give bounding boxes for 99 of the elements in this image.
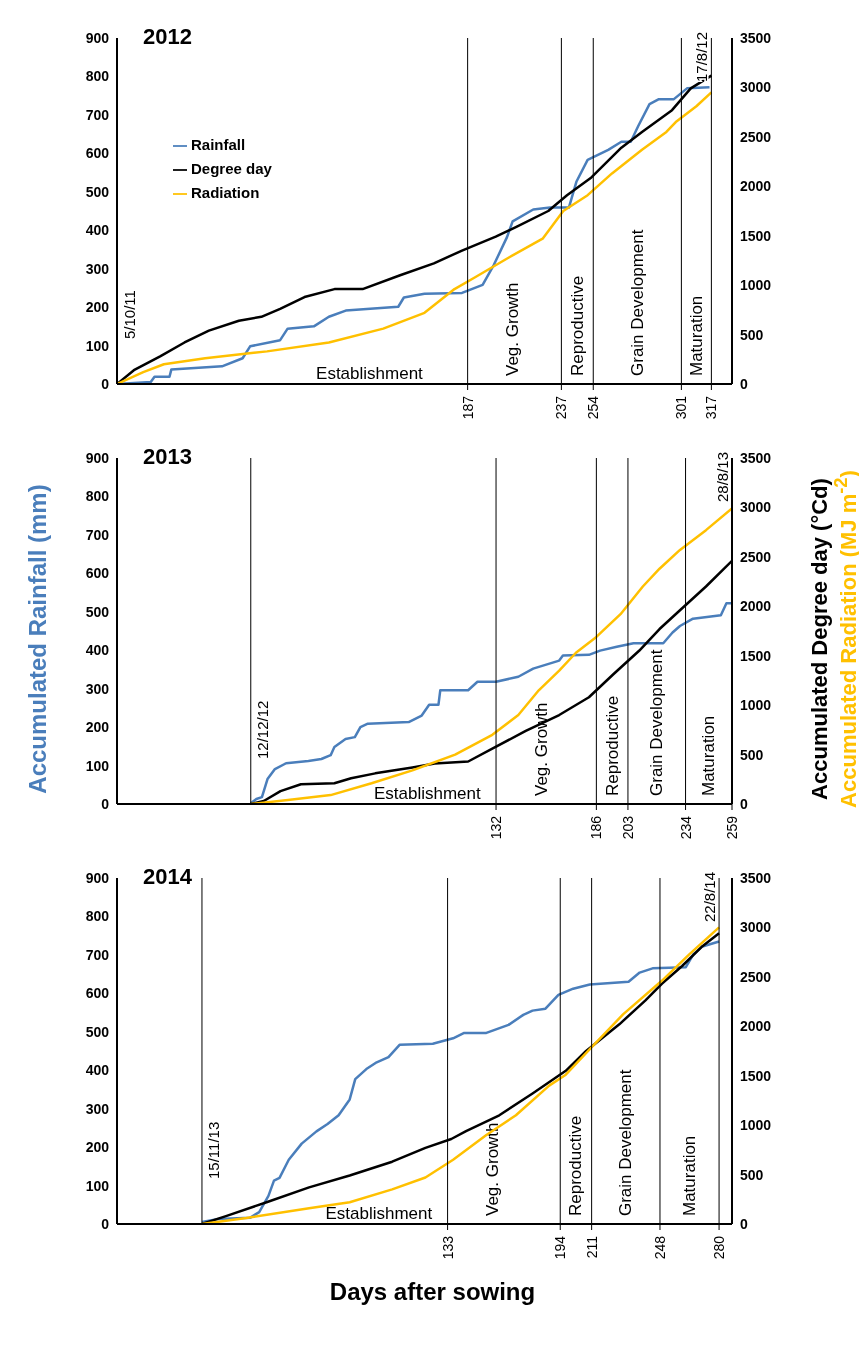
y2-tick-label: 1500	[740, 1067, 772, 1084]
y2-tick-label: 500	[740, 326, 764, 343]
y2-tick-label: 2500	[740, 128, 772, 145]
y2-tick-label: 0	[740, 795, 748, 812]
chart-title: 2014	[143, 864, 192, 890]
annotation: Grain Development	[616, 1069, 636, 1216]
x-tick-label: 248	[651, 1235, 668, 1260]
y2-tick-label: 2500	[740, 968, 772, 985]
x-tick-label: 186	[588, 815, 605, 840]
y2-tick-label: 1000	[740, 1117, 772, 1134]
x-tick-label: 317	[703, 395, 720, 420]
chart-title: 2012	[143, 24, 192, 50]
y-tick-label: 0	[101, 795, 110, 812]
annotation: Establishment	[316, 363, 424, 383]
y2-tick-label: 500	[740, 1166, 764, 1183]
y2-tick-label: 1000	[740, 697, 772, 714]
x-axis-title: Days after sowing	[328, 1278, 537, 1306]
y2-axis-title: Accumulated Degree day (°Cd)	[807, 478, 833, 800]
y-axis-title: Accumulated Rainfall (mm)	[24, 484, 52, 794]
y2-tick-label: 2000	[740, 178, 772, 195]
legend-label: Degree day	[191, 160, 272, 177]
y2-tick-label: 2500	[740, 548, 772, 565]
x-tick-label: 301	[673, 395, 690, 420]
y-tick-label: 100	[85, 1177, 110, 1194]
x-tick-label: 133	[439, 1235, 456, 1260]
x-tick-label: 132	[488, 815, 505, 840]
y-tick-label: 800	[85, 68, 110, 85]
y2-tick-label: 2000	[740, 1018, 772, 1035]
y-tick-label: 900	[85, 29, 110, 46]
y-tick-label: 400	[85, 222, 110, 239]
y-tick-label: 300	[85, 260, 110, 277]
x-tick-label: 194	[552, 1235, 569, 1260]
y-tick-label: 100	[85, 337, 110, 354]
annotation: Maturation	[680, 1135, 700, 1216]
annotation: Reproductive	[566, 1115, 586, 1216]
annotation: Veg. Growth	[503, 282, 523, 376]
y2-tick-label: 0	[740, 375, 748, 392]
y2-tick-label: 3500	[740, 869, 772, 886]
annotation: Maturation	[686, 295, 706, 376]
annotation: 22/8/14	[700, 872, 718, 923]
y2-tick-label: 1500	[740, 647, 772, 664]
x-tick-label: 280	[711, 1235, 728, 1260]
y2-tick-label: 1000	[740, 277, 772, 294]
y-tick-label: 200	[85, 299, 110, 316]
x-tick-label: 259	[724, 815, 740, 840]
y2-tick-label: 3500	[740, 449, 772, 466]
y-tick-label: 800	[85, 908, 110, 925]
legend-label: Rainfall	[191, 136, 246, 153]
y-tick-label: 500	[85, 183, 110, 200]
y-tick-label: 400	[85, 642, 110, 659]
y2-tick-label: 3000	[740, 499, 772, 516]
x-tick-label: 254	[585, 395, 602, 420]
y-tick-label: 700	[85, 946, 110, 963]
y-tick-label: 700	[85, 526, 110, 543]
y2-tick-label: 3000	[740, 79, 772, 96]
y-tick-label: 300	[85, 1100, 110, 1117]
y-tick-label: 600	[85, 565, 110, 582]
y-tick-label: 900	[85, 449, 110, 466]
annotation: Reproductive	[602, 695, 622, 796]
annotation: Maturation	[699, 715, 719, 796]
annotation: 17/8/12	[692, 32, 710, 83]
y-tick-label: 600	[85, 985, 110, 1002]
y2-tick-label: 2000	[740, 598, 772, 615]
annotation: Veg. Growth	[483, 1122, 503, 1216]
y2-tick-label: 500	[740, 746, 764, 763]
x-tick-label: 234	[677, 815, 694, 840]
y-tick-label: 200	[85, 719, 110, 736]
y-tick-label: 0	[101, 1215, 110, 1232]
annotation: 12/12/12	[254, 700, 272, 759]
y-tick-label: 0	[101, 375, 110, 392]
y2-tick-label: 3000	[740, 919, 772, 936]
y-tick-label: 400	[85, 1062, 110, 1079]
legend-label: Radiation	[191, 184, 260, 201]
x-tick-label: 203	[619, 815, 636, 840]
y2-tick-label: 1500	[740, 227, 772, 244]
y2-tick-label: 3500	[740, 29, 772, 46]
annotation: Grain Development	[627, 229, 647, 376]
annotation: Veg. Growth	[531, 702, 551, 796]
annotation: Reproductive	[567, 275, 587, 376]
chart-title: 2013	[143, 444, 192, 470]
x-tick-label: 211	[583, 1235, 600, 1259]
annotation: Grain Development	[647, 649, 667, 796]
annotation: Establishment	[373, 783, 482, 803]
y-tick-label: 300	[85, 680, 110, 697]
y-tick-label: 500	[85, 603, 110, 620]
x-tick-label: 187	[459, 395, 476, 420]
y-tick-label: 200	[85, 1139, 110, 1156]
y2-tick-label: 0	[740, 1215, 748, 1232]
annotation: 15/11/13	[205, 1121, 223, 1179]
annotation: 5/10/11	[120, 290, 138, 339]
y-tick-label: 800	[85, 488, 110, 505]
x-tick-label: 237	[553, 395, 570, 420]
annotation: Establishment	[325, 1203, 433, 1223]
y-tick-label: 900	[85, 869, 110, 886]
y-tick-label: 700	[85, 106, 110, 123]
annotation: 28/8/13	[713, 452, 731, 503]
y-tick-label: 500	[85, 1023, 110, 1040]
y-tick-label: 100	[85, 757, 110, 774]
y-tick-label: 600	[85, 145, 110, 162]
